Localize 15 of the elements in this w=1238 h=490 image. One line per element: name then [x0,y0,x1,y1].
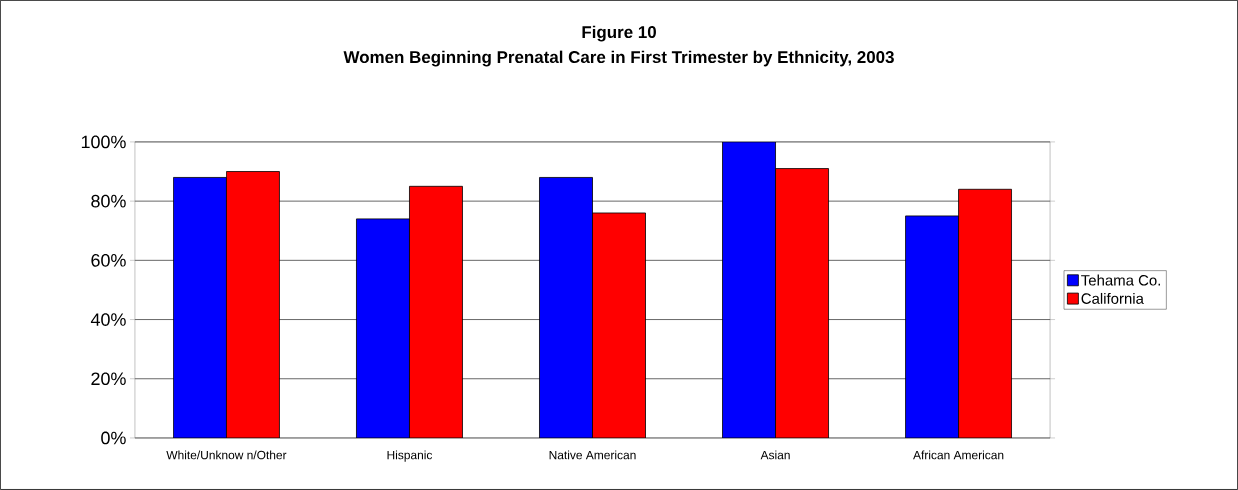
y-tick-label: 80% [91,194,126,208]
x-tick-label: White/Unknow n/Other [166,450,287,460]
x-tick-label: Native American [549,450,636,460]
y-tick-label: 100% [81,135,126,149]
legend-label: California [1081,293,1144,304]
y-tick-label: 20% [91,372,126,386]
x-tick-label: Hispanic [387,450,433,462]
y-tick-label: 0% [101,431,126,445]
chart-title: Figure 10 [582,25,656,42]
x-tick-label: African American [913,450,1004,460]
chart-subtitle: Women Beginning Prenatal Care in First Trimester by Ethnicity, 2003 [343,50,894,67]
x-tick-label: Asian [760,450,790,460]
y-tick-label: 40% [90,313,126,326]
legend-label: Tehama Co. [1081,274,1160,286]
y-tick-label: 60% [91,254,126,267]
